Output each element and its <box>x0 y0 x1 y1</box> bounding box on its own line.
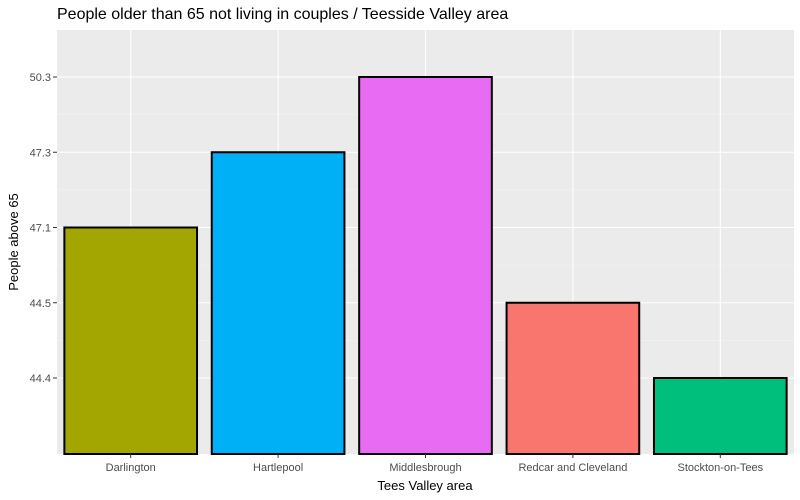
y-tick-label: 47.3 <box>30 147 51 159</box>
y-tick-label: 50.3 <box>30 72 51 84</box>
bar-middlesbrough <box>359 77 492 454</box>
bar-stockton-on-tees <box>654 378 787 454</box>
x-tick-label: Stockton-on-Tees <box>677 462 763 474</box>
y-tick-label: 44.5 <box>30 298 51 310</box>
y-axis-title: People above 65 <box>6 193 21 291</box>
y-tick-label: 47.1 <box>30 223 51 235</box>
y-axis: 50.3 47.3 47.1 44.5 44.4 <box>30 72 57 385</box>
x-tick-label: Redcar and Cleveland <box>518 462 627 474</box>
x-tick-label: Darlington <box>106 462 156 474</box>
bar-darlington <box>64 228 197 455</box>
x-axis-title: Tees Valley area <box>377 478 473 493</box>
x-tick-label: Middlesbrough <box>389 462 461 474</box>
x-axis: Darlington Hartlepool Middlesbrough Redcar … <box>106 454 764 474</box>
x-tick-label: Hartlepool <box>253 462 303 474</box>
y-tick-label: 44.4 <box>30 373 51 385</box>
bar-hartlepool <box>212 152 345 454</box>
bar-redcar-and-cleveland <box>507 303 640 454</box>
